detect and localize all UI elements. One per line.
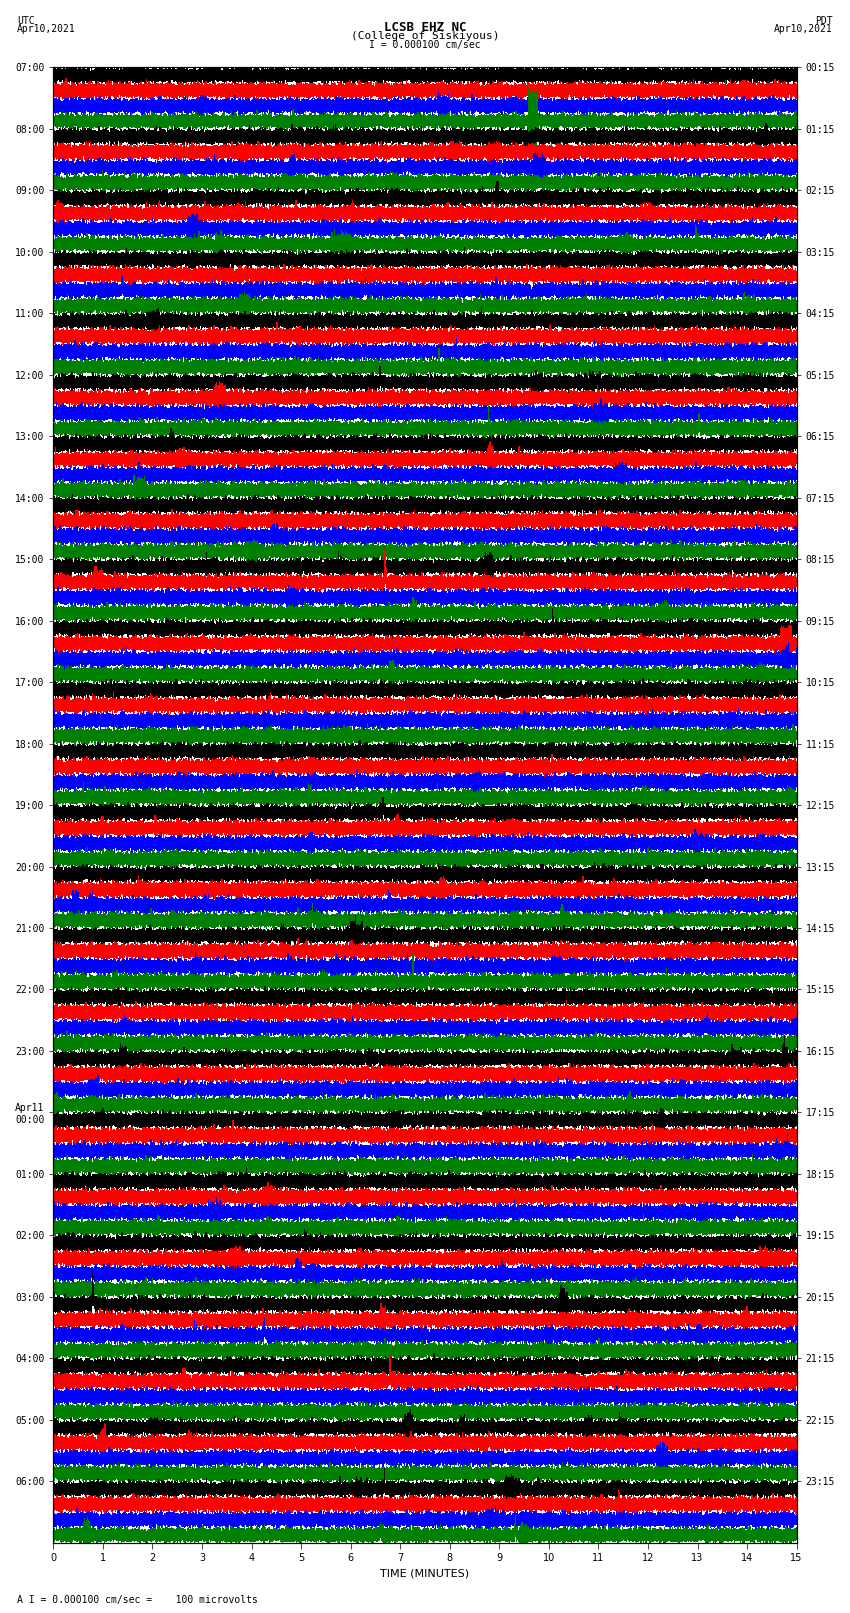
Text: LCSB EHZ NC: LCSB EHZ NC — [383, 21, 467, 34]
X-axis label: TIME (MINUTES): TIME (MINUTES) — [381, 1569, 469, 1579]
Text: PDT: PDT — [815, 16, 833, 26]
Text: A I = 0.000100 cm/sec =    100 microvolts: A I = 0.000100 cm/sec = 100 microvolts — [17, 1595, 258, 1605]
Text: Apr10,2021: Apr10,2021 — [774, 24, 833, 34]
Text: Apr10,2021: Apr10,2021 — [17, 24, 76, 34]
Text: UTC: UTC — [17, 16, 35, 26]
Text: I = 0.000100 cm/sec: I = 0.000100 cm/sec — [369, 40, 481, 50]
Text: (College of Siskiyous): (College of Siskiyous) — [351, 31, 499, 40]
